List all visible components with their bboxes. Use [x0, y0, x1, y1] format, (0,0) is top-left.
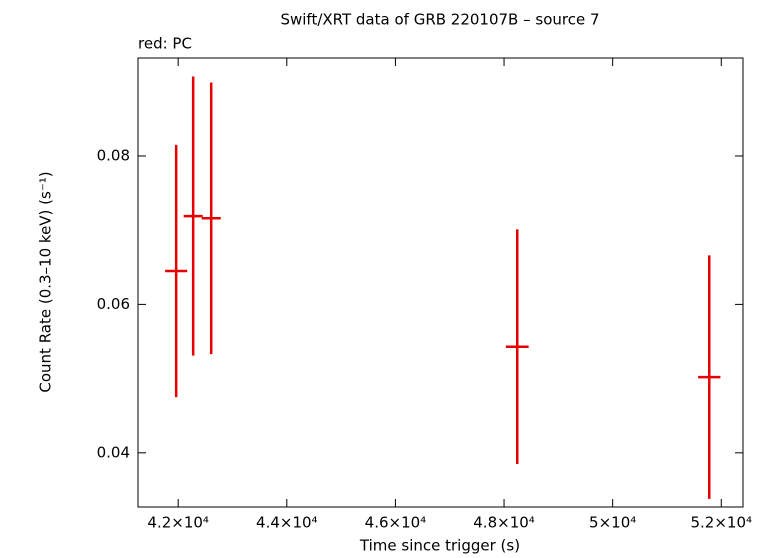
plot-frame	[137, 57, 744, 508]
y-tick-label: 0.06	[97, 295, 130, 313]
x-axis-label: Time since trigger (s)	[359, 537, 520, 555]
x-tick-label: 4.4×10⁴	[256, 514, 318, 532]
x-tick-label: 4.6×10⁴	[365, 514, 427, 532]
y-tick-label: 0.04	[97, 443, 130, 461]
chart-title: Swift/XRT data of GRB 220107B – source 7	[280, 11, 599, 29]
y-axis-label: Count Rate (0.3–10 keV) (s⁻¹)	[37, 171, 55, 392]
x-tick-label: 5.2×10⁴	[691, 514, 753, 532]
y-tick-label: 0.08	[97, 146, 130, 164]
chart-subtitle: red: PC	[138, 35, 192, 53]
x-tick-label: 5×10⁴	[589, 514, 636, 532]
x-tick-label: 4.8×10⁴	[473, 514, 535, 532]
x-tick-label: 4.2×10⁴	[147, 514, 209, 532]
